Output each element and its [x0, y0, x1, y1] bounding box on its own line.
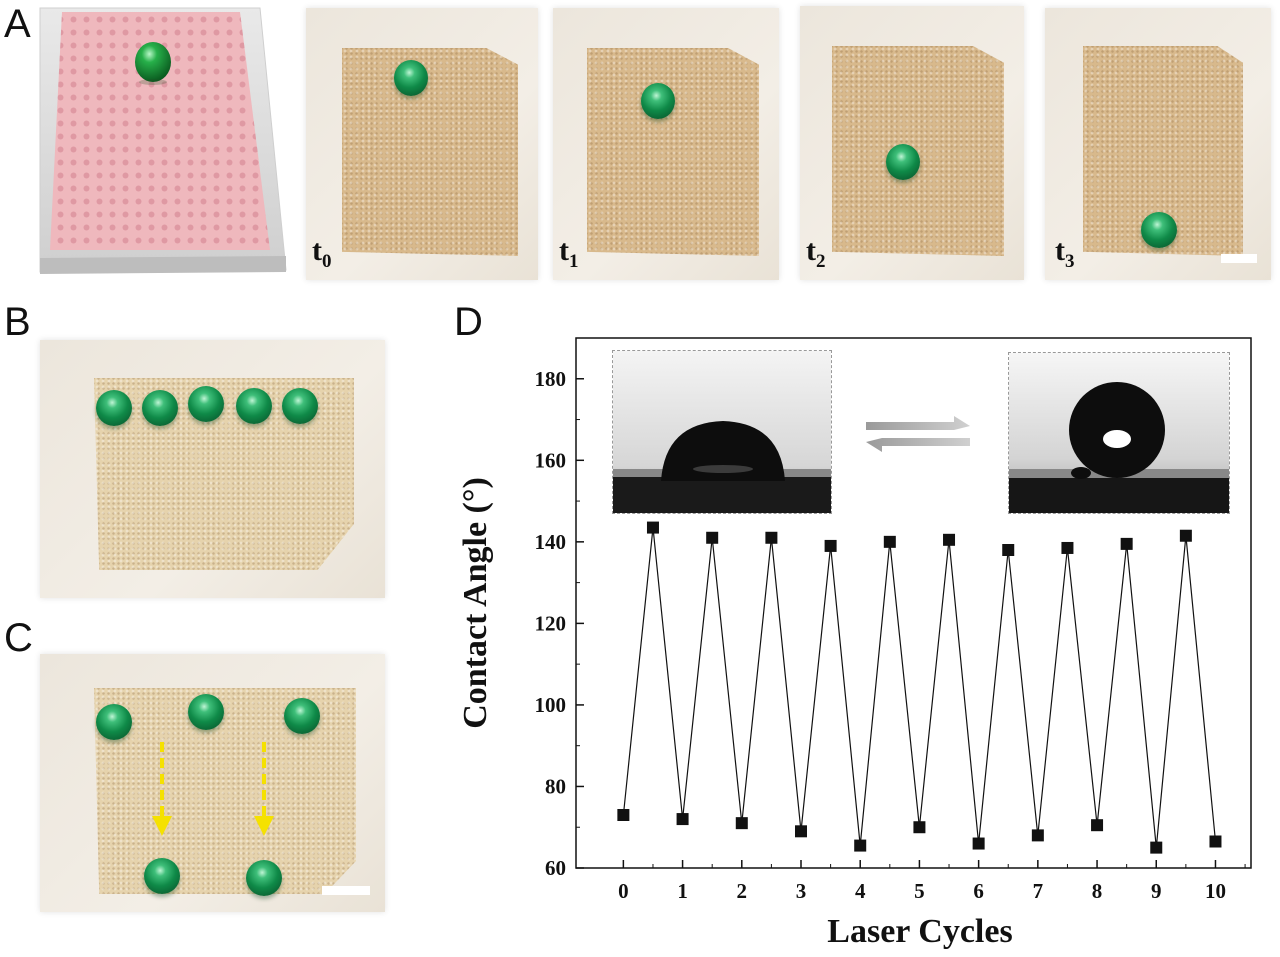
inset-high-contact-angle: [1008, 352, 1230, 514]
data-point: [1091, 819, 1104, 832]
y-tick-label: 140: [535, 530, 567, 554]
porous-sheet: [342, 48, 518, 256]
droplet: [96, 704, 132, 740]
hydrophobic-droplet-image: [1009, 353, 1229, 513]
photo-b: [40, 340, 385, 598]
data-point: [646, 521, 659, 534]
droplet: [282, 388, 318, 424]
data-point: [854, 839, 867, 852]
y-axis-title: Contact Angle (°): [457, 477, 494, 729]
y-tick-label: 80: [545, 774, 566, 798]
y-tick-label: 60: [545, 856, 566, 880]
droplet: [144, 858, 180, 894]
time-label-t0: t0: [312, 234, 332, 272]
data-point: [1209, 835, 1222, 848]
x-tick-label: 9: [1151, 879, 1162, 903]
x-axis-title: Laser Cycles: [827, 913, 1012, 950]
droplet: [246, 860, 282, 896]
data-point: [795, 825, 807, 838]
porous-sheet: [94, 378, 354, 570]
x-tick-label: 7: [1033, 879, 1044, 903]
panel-letter-c: C: [4, 616, 33, 660]
droplet: [188, 694, 224, 730]
data-point: [1179, 529, 1192, 542]
time-label-t1: t1: [559, 234, 579, 272]
porous-sheet: [832, 46, 1004, 256]
y-tick-label: 100: [535, 693, 567, 717]
photo-c: [40, 654, 385, 912]
photo-t3: t3: [1045, 8, 1271, 280]
droplet: [1141, 212, 1177, 248]
porous-sheet: [587, 48, 759, 256]
panel-letter-b: B: [4, 300, 31, 344]
data-point: [913, 821, 926, 834]
y-tick-label: 120: [535, 611, 567, 635]
time-label-t3: t3: [1055, 234, 1075, 272]
scale-bar: [1221, 254, 1257, 263]
tilted-surface-schematic: [39, 7, 287, 274]
droplet: [394, 60, 428, 96]
droplet: [142, 390, 178, 426]
data-point: [1002, 544, 1015, 556]
x-tick-label: 0: [618, 879, 629, 903]
droplet: [886, 144, 920, 180]
photo-t0: t0: [306, 8, 538, 280]
x-tick-label: 10: [1205, 879, 1226, 903]
plot-frame: [575, 337, 1252, 869]
x-tick-label: 3: [796, 879, 807, 903]
droplet: [236, 388, 272, 424]
reversible-arrows-icon: [866, 416, 970, 452]
data-point: [1061, 541, 1074, 554]
arrow-down-icon: [152, 742, 172, 836]
data-point: [1031, 829, 1044, 842]
data-point: [883, 535, 896, 548]
panel-letter-a: A: [4, 2, 31, 46]
x-tick-label: 4: [855, 879, 866, 903]
data-point: [735, 817, 748, 830]
panel-letter-d: D: [454, 300, 483, 344]
time-label-t2: t2: [806, 234, 826, 272]
droplet: [188, 386, 224, 422]
data-point: [972, 837, 985, 850]
series-line: [622, 527, 1217, 848]
contact-angle-chart: 60 80 100 120 140 160 180 0 1 2 3 4 5 6 7 8 9 10 Contact …: [457, 337, 1252, 950]
y-tick-label: 180: [535, 367, 567, 391]
droplet: [96, 390, 132, 426]
x-tick-label: 5: [914, 879, 925, 903]
scale-bar: [322, 886, 370, 895]
droplet: [641, 83, 675, 119]
photo-t1: t1: [553, 8, 779, 280]
x-tick-label: 1: [677, 879, 688, 903]
data-point: [676, 813, 689, 826]
x-tick-label: 2: [737, 879, 748, 903]
photo-t2: t2: [800, 6, 1024, 280]
data-point: [706, 531, 719, 544]
porous-sheet: [1083, 46, 1243, 256]
inset-low-contact-angle: [612, 350, 832, 514]
data-point: [617, 809, 630, 821]
data-point: [765, 531, 778, 544]
data-point: [1150, 841, 1163, 854]
arrow-down-icon: [254, 742, 274, 836]
data-point: [943, 533, 956, 546]
x-tick-label: 6: [973, 879, 984, 903]
y-tick-label: 160: [535, 448, 567, 472]
hydrophilic-droplet-image: [613, 351, 831, 513]
data-point: [824, 539, 837, 552]
x-tick-label: 8: [1092, 879, 1103, 903]
droplet: [284, 698, 320, 734]
data-point: [1120, 537, 1133, 550]
